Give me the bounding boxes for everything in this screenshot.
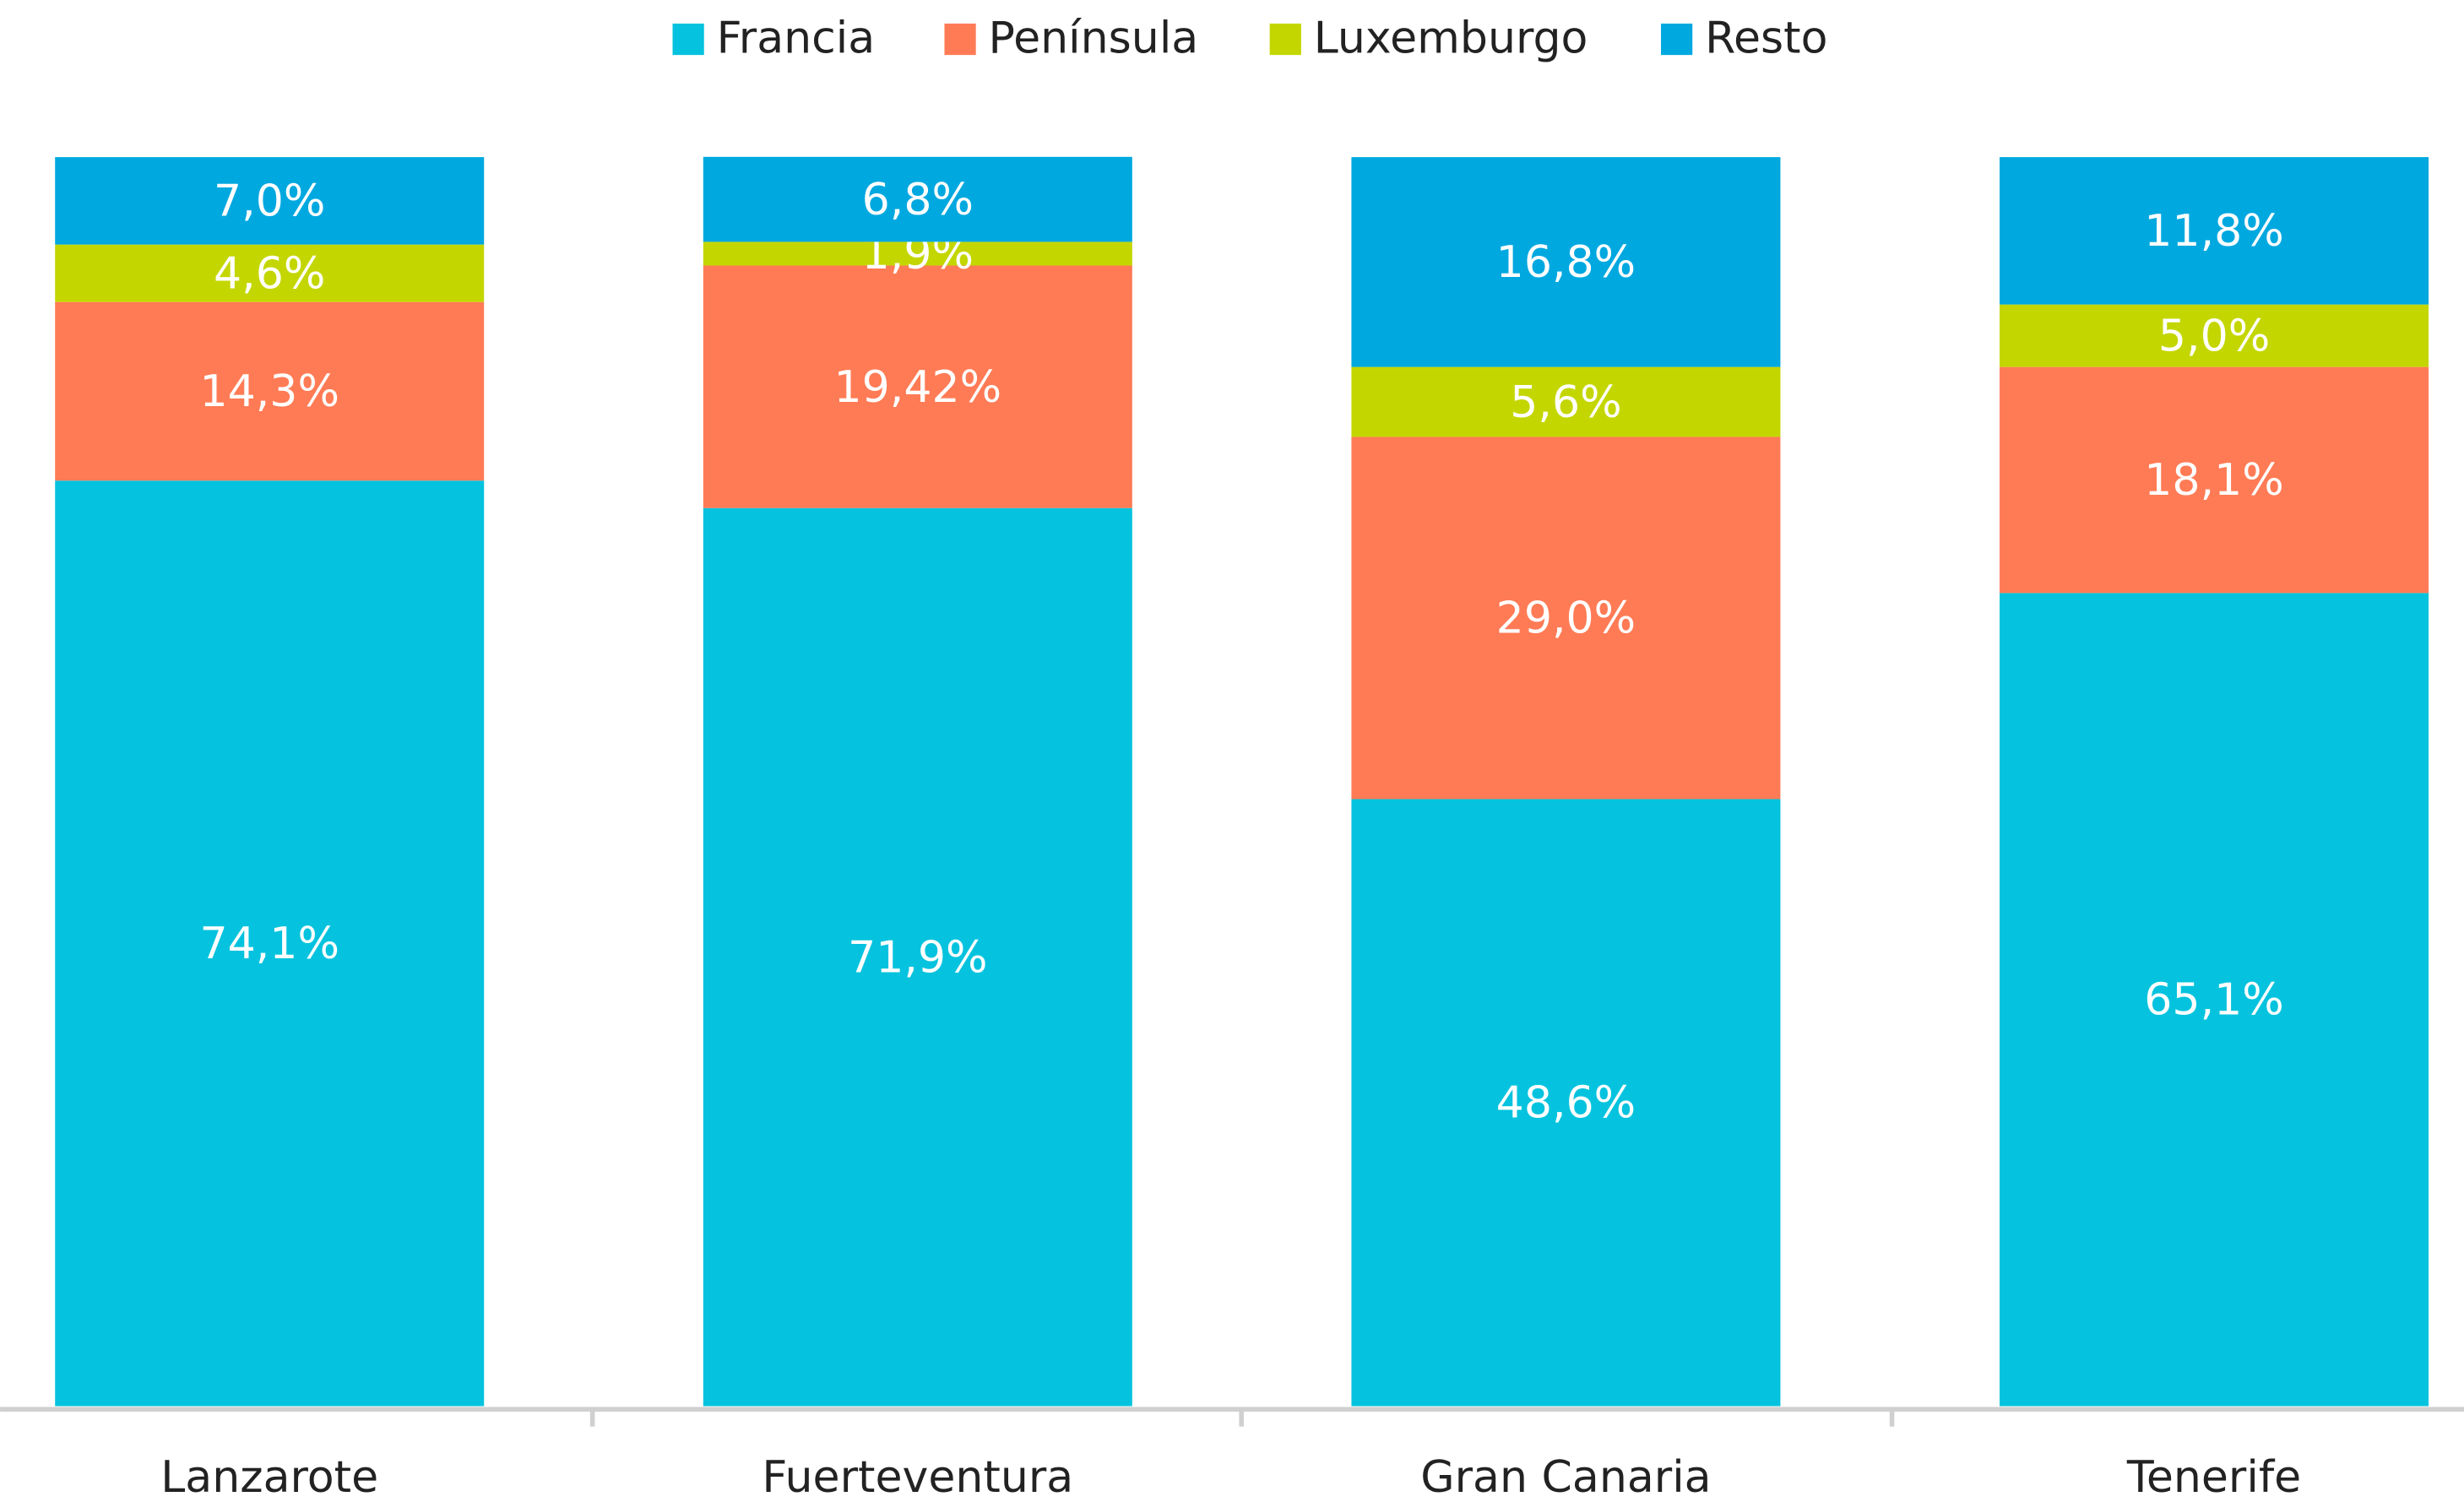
x-tick-label: Lanzarote <box>160 1452 378 1502</box>
data-label: 7,0% <box>214 176 325 227</box>
data-label: 18,1% <box>2144 455 2284 506</box>
bar-segment <box>55 301 485 481</box>
bar-segment <box>1351 799 1781 1407</box>
x-tick-label: Gran Canaria <box>1420 1452 1711 1502</box>
x-tick-label: Fuerteventura <box>762 1452 1073 1502</box>
bar-segment <box>2000 157 2429 305</box>
data-label: 14,3% <box>199 366 339 417</box>
legend-swatch <box>944 23 976 56</box>
bar-segment <box>703 507 1132 1407</box>
legend-label: Resto <box>1705 13 1827 63</box>
x-tick-label: Tenerife <box>2126 1452 2301 1502</box>
bar-segment <box>1351 366 1781 437</box>
data-label: 5,6% <box>1510 377 1621 428</box>
data-label: 6,8% <box>862 175 974 225</box>
bar-segment <box>55 480 485 1407</box>
bar-segment <box>703 265 1132 508</box>
data-label: 29,0% <box>1496 594 1636 644</box>
bar-segment <box>703 241 1132 266</box>
legend-swatch <box>1269 23 1301 56</box>
legend-label: Península <box>989 13 1199 63</box>
bar-segment <box>55 157 485 245</box>
bar-segment <box>703 156 1132 242</box>
data-label: 16,8% <box>1496 237 1636 288</box>
data-label: 5,0% <box>2158 311 2270 361</box>
bar-segment <box>1351 157 1781 367</box>
data-label: 71,9% <box>848 932 988 983</box>
legend-swatch <box>672 23 704 56</box>
bar-segment <box>2000 304 2429 367</box>
data-label: 4,6% <box>214 248 325 299</box>
data-label: 19,42% <box>834 362 1002 413</box>
data-label: 65,1% <box>2144 975 2284 1026</box>
bar-segment <box>55 244 485 302</box>
legend-label: Francia <box>717 13 876 63</box>
bar-segment <box>1351 437 1781 800</box>
legend-label: Luxemburgo <box>1314 13 1588 63</box>
bar-segment <box>2000 366 2429 594</box>
data-label: 11,8% <box>2144 206 2284 257</box>
data-label: 74,1% <box>199 919 339 969</box>
bar-segment <box>2000 593 2429 1407</box>
legend-swatch <box>1661 23 1693 56</box>
data-label: 48,6% <box>1496 1078 1636 1129</box>
